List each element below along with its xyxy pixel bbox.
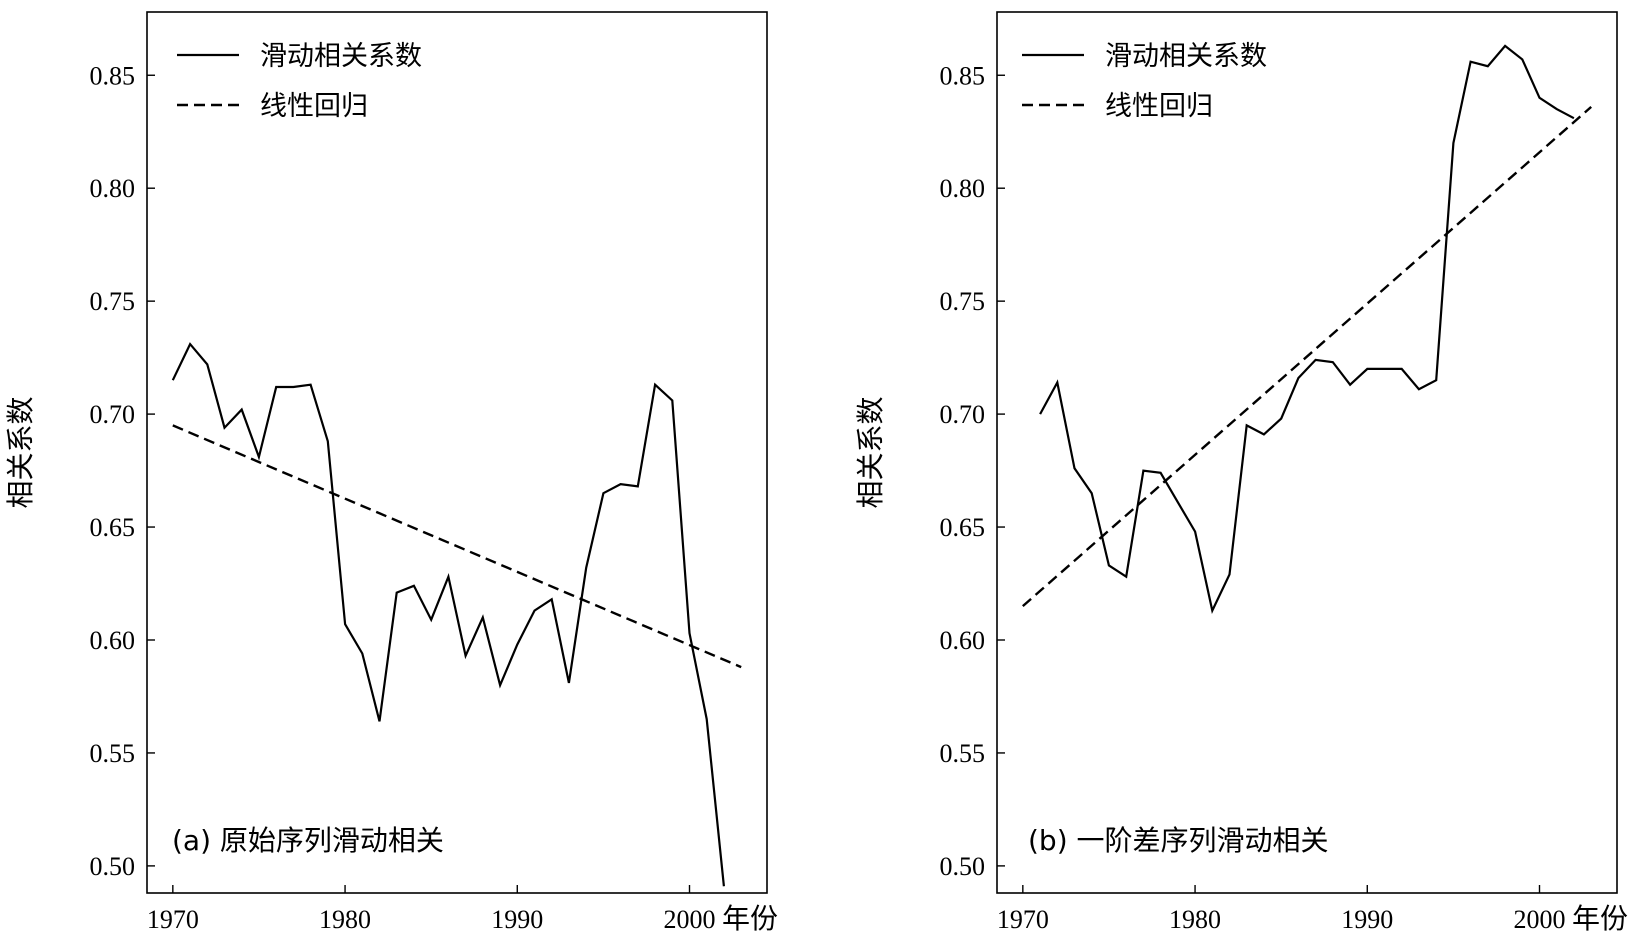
plot-frame — [996, 11, 1618, 894]
panel-label: (b) 一阶差序列滑动相关 — [1028, 824, 1329, 857]
y-axis-label: 相关系数 — [854, 396, 887, 508]
x-tick-label: 2000 — [664, 905, 716, 934]
chart-panel-a: 0.50 0.55 0.60 0.65 0.70 0.75 0.80 0.85 1970 1980… — [4, 11, 778, 935]
x-axis-label: 年份 — [722, 902, 778, 935]
y-tick-label: 0.65 — [90, 513, 136, 542]
y-tick-label: 0.85 — [90, 61, 136, 90]
x-tick-label: 1970 — [147, 905, 199, 934]
legend-label: 滑动相关系数 — [260, 41, 422, 72]
regression-line — [1022, 105, 1592, 608]
x-tick-label: 1990 — [1341, 905, 1393, 934]
regression-line — [172, 424, 742, 669]
x-tick-label: 1980 — [319, 905, 371, 934]
y-tick-label: 0.60 — [940, 626, 986, 655]
x-tick-label: 1980 — [1169, 905, 1221, 934]
legend-label: 线性回归 — [1105, 91, 1213, 122]
chart-panel-b: 0.50 0.55 0.60 0.65 0.70 0.75 0.80 0.85 1970 1980… — [854, 11, 1628, 935]
y-tick-label: 0.85 — [940, 61, 986, 90]
y-tick-label: 0.50 — [940, 852, 986, 881]
y-tick-label: 0.65 — [940, 513, 986, 542]
panel-label: (a) 原始序列滑动相关 — [172, 824, 444, 857]
legend-label: 线性回归 — [260, 91, 368, 122]
y-tick-label: 0.55 — [940, 739, 986, 768]
x-tick-label: 1990 — [491, 905, 543, 934]
y-tick-label: 0.70 — [940, 400, 986, 429]
x-axis-label: 年份 — [1572, 902, 1628, 935]
correlation-line — [171, 342, 725, 887]
plot-frame — [146, 11, 768, 894]
y-tick-label: 0.70 — [90, 400, 136, 429]
y-tick-label: 0.80 — [940, 174, 986, 203]
correlation-line — [1039, 44, 1575, 614]
legend-label: 滑动相关系数 — [1105, 41, 1267, 72]
y-tick-label: 0.75 — [940, 287, 986, 316]
x-tick-label: 1970 — [997, 905, 1049, 934]
y-tick-label: 0.60 — [90, 626, 136, 655]
y-tick-label: 0.80 — [90, 174, 136, 203]
x-tick-label: 2000 — [1514, 905, 1566, 934]
y-tick-label: 0.75 — [90, 287, 136, 316]
y-axis-label: 相关系数 — [4, 396, 37, 508]
y-tick-label: 0.55 — [90, 739, 136, 768]
y-tick-label: 0.50 — [90, 852, 136, 881]
